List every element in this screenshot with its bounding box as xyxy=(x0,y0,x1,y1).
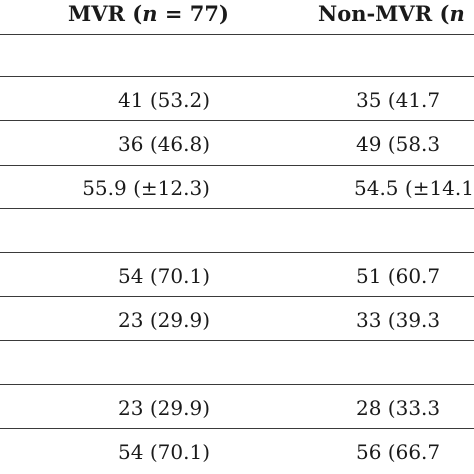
table-rule xyxy=(0,120,474,121)
cell-mvr-row-11: 54 (70.1) xyxy=(118,440,210,464)
table-rule xyxy=(0,384,474,385)
cell-mvr-row-7: 54 (70.1) xyxy=(118,264,210,288)
header-mvr: MVR (n = 77) xyxy=(68,1,229,26)
cell-non-mvr-row-8: 33 (39.3 xyxy=(356,308,441,332)
cell-non-mvr-row-7: 51 (60.7 xyxy=(356,264,441,288)
cell-mvr-row-4: 36 (46.8) xyxy=(118,132,210,156)
cell-non-mvr-row-3: 35 (41.7 xyxy=(356,88,441,112)
cell-mvr-row-8: 23 (29.9) xyxy=(118,308,210,332)
table-rule xyxy=(0,296,474,297)
cell-non-mvr-row-10: 28 (33.3 xyxy=(356,396,441,420)
cell-non-mvr-row-5: 54.5 (±14.1 xyxy=(354,176,474,200)
cell-non-mvr-row-4: 49 (58.3 xyxy=(356,132,441,156)
table-rule xyxy=(0,208,474,209)
cell-mvr-row-3: 41 (53.2) xyxy=(118,88,210,112)
table-rule xyxy=(0,34,474,35)
header-non-mvr: Non-MVR (n xyxy=(318,1,465,26)
cell-mvr-row-10: 23 (29.9) xyxy=(118,396,210,420)
table-rule xyxy=(0,340,474,341)
cell-non-mvr-row-11: 56 (66.7 xyxy=(356,440,441,464)
table-rule xyxy=(0,252,474,253)
table-rule xyxy=(0,165,474,166)
table-rule xyxy=(0,76,474,77)
table-rule xyxy=(0,428,474,429)
cell-mvr-row-5: 55.9 (±12.3) xyxy=(82,176,210,200)
